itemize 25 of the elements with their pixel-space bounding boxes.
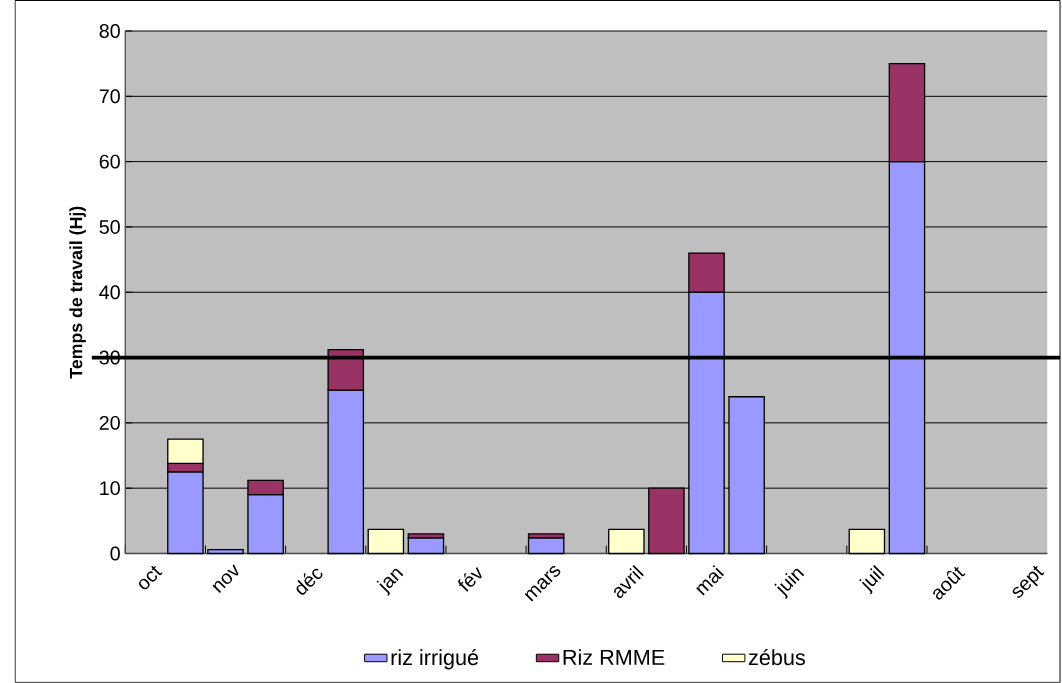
y-tick-label: 20 (99, 415, 120, 430)
y-tick-label: 10 (100, 481, 120, 496)
x-tick-label: sept (1012, 565, 1045, 598)
legend-label: Riz RMME (563, 649, 665, 665)
y-tick-label: 80 (99, 24, 120, 39)
legend-label: riz irrigué (391, 649, 479, 670)
x-tick-label: jan (376, 568, 404, 596)
x-tick-label: juin (774, 568, 805, 599)
bar (848, 528, 886, 555)
x-tick-label: déc (296, 568, 323, 595)
x-tick-label: avril (614, 565, 644, 599)
x-tick-label: juil (859, 565, 885, 595)
legend-label: zébus (748, 649, 805, 666)
y-tick-label: 60 (99, 154, 120, 169)
x-tick-label: août (933, 566, 966, 600)
x-tick-label: oct (138, 565, 163, 590)
y-tick-label: 40 (99, 285, 120, 300)
y-tick-label: 50 (99, 220, 120, 234)
y-tick-label: 70 (99, 89, 120, 104)
bar (367, 528, 405, 555)
y-axis-title: Temps de travail (Hj) (69, 206, 86, 379)
x-tick-label: fév (458, 567, 482, 592)
x-tick-label: mai (696, 565, 725, 596)
y-tick-label: 0 (110, 546, 120, 561)
x-tick-label: nov (212, 564, 239, 594)
